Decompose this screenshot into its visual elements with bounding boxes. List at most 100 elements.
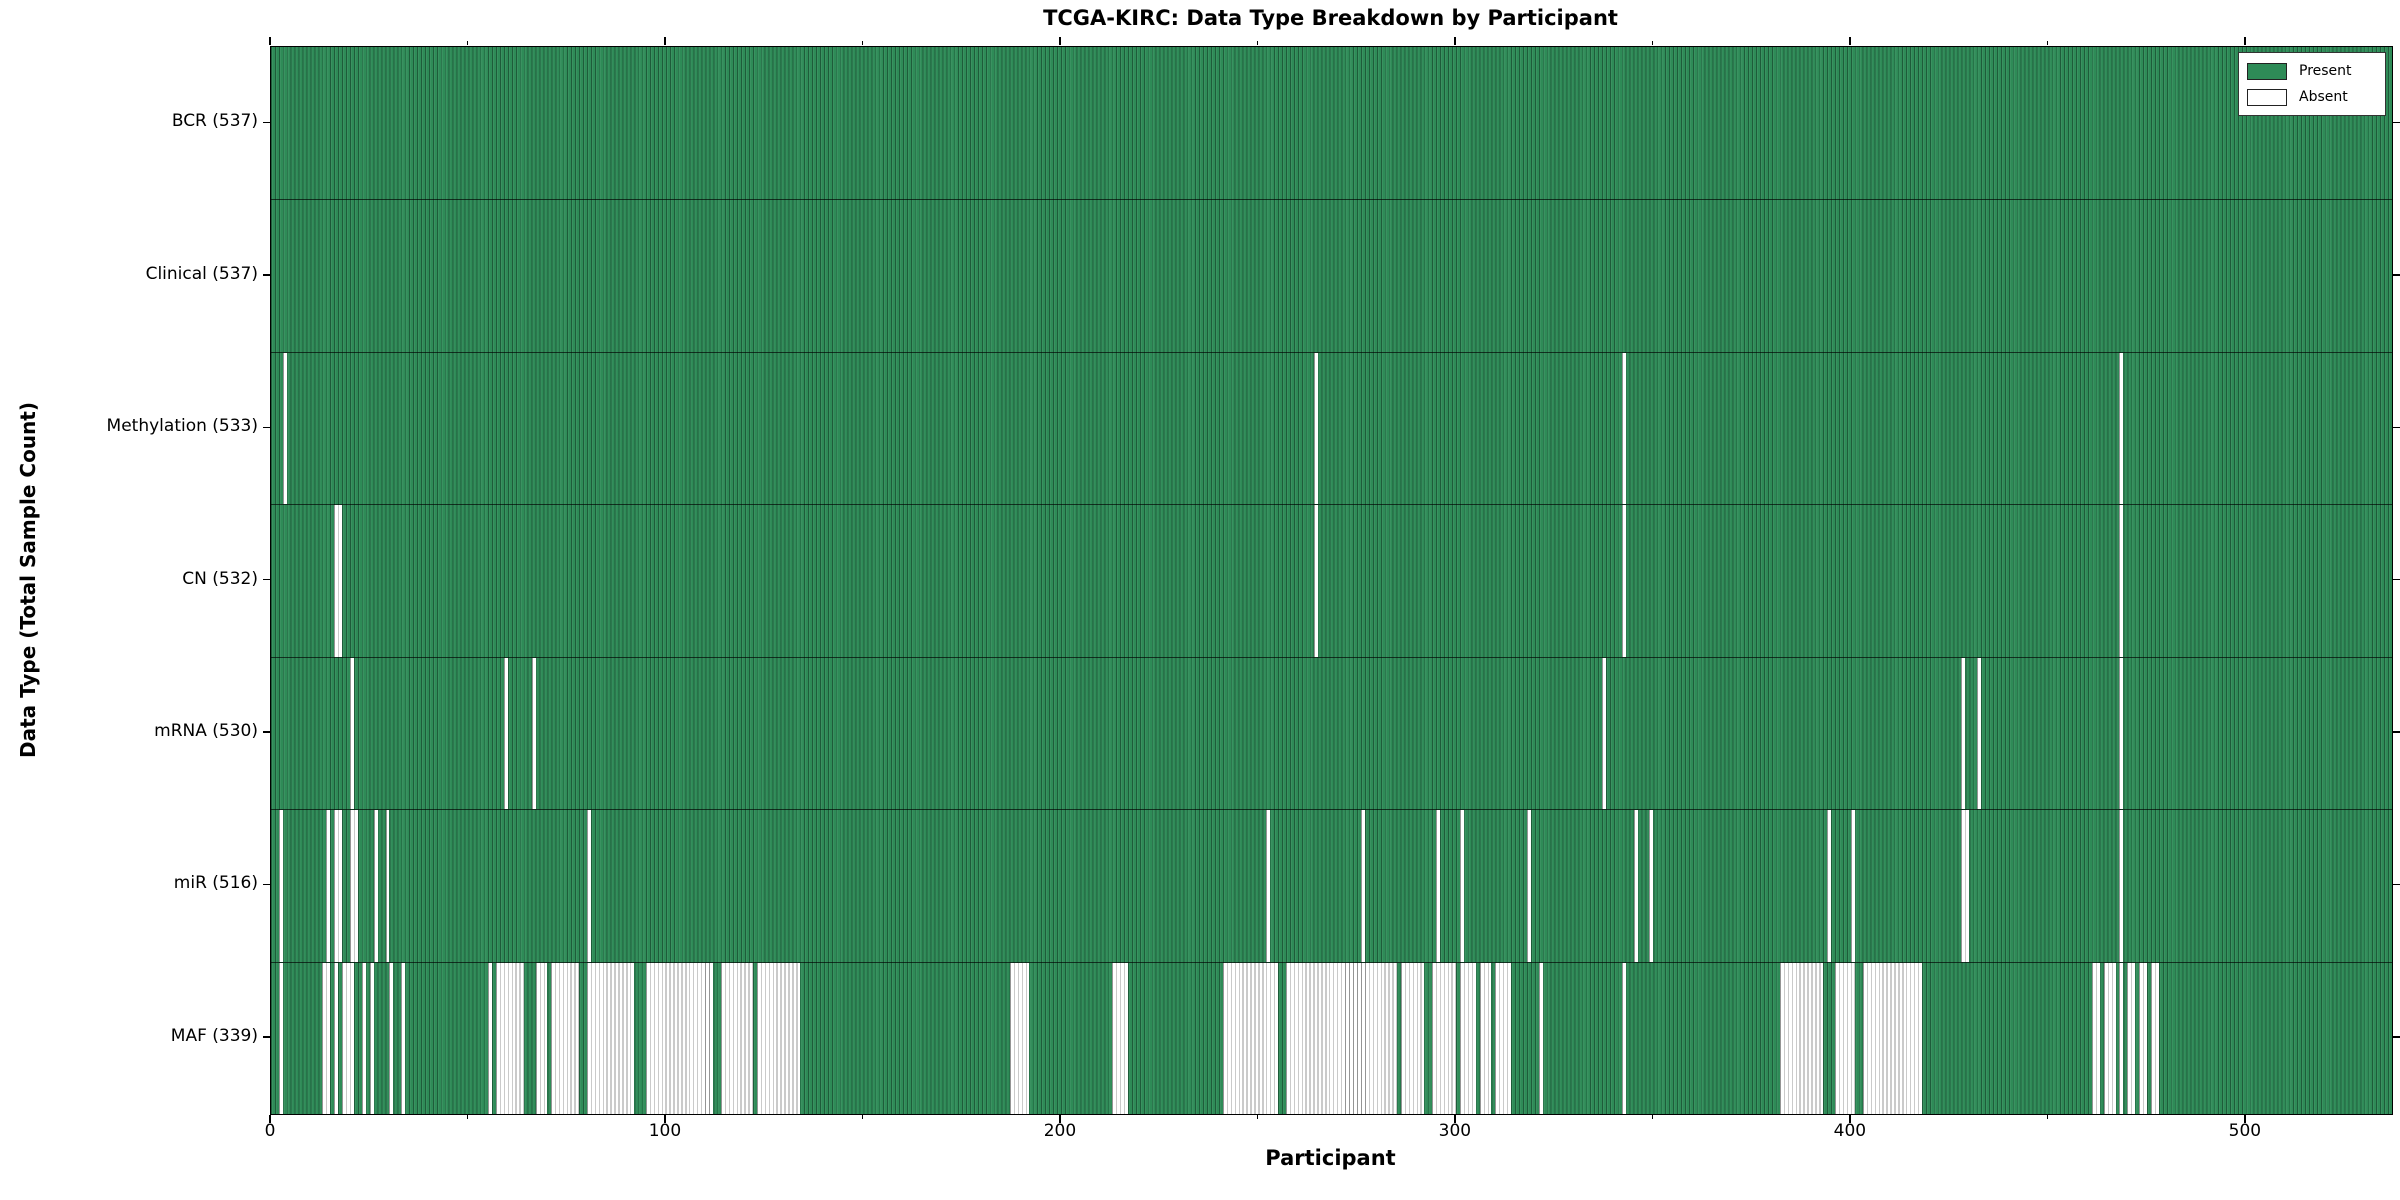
absent-segment	[349, 656, 354, 810]
absent-segment	[1621, 961, 1626, 1114]
absent-segment	[1850, 809, 1855, 962]
x-minor-tick-top	[1651, 40, 1653, 45]
y-tick-left	[263, 121, 270, 124]
absent-segment	[2139, 961, 2148, 1114]
absent-segment	[334, 961, 339, 1114]
absent-segment	[326, 809, 331, 962]
x-major-tick-top	[1059, 36, 1061, 45]
absent-segment	[551, 961, 580, 1114]
y-tick-left	[263, 426, 270, 428]
absent-segment	[1538, 961, 1543, 1114]
absent-segment	[531, 656, 536, 810]
absent-segment	[1633, 809, 1638, 962]
x-minor-tick-bottom	[1651, 1114, 1653, 1119]
absent-segment	[1649, 809, 1654, 962]
x-major-tick-top	[1849, 36, 1851, 45]
absent-segment	[1961, 809, 1970, 962]
absent-segment	[1527, 809, 1531, 962]
x-major-tick-bottom	[269, 1114, 271, 1123]
absent-segment	[1361, 809, 1366, 962]
absent-segment	[1827, 809, 1832, 962]
y-tick-left	[263, 274, 270, 276]
y-tick-label-mrna: mRNA (530)	[154, 720, 258, 741]
absent-segment	[2119, 504, 2124, 657]
absent-segment	[361, 961, 366, 1114]
absent-segment	[401, 961, 406, 1114]
row-band-maf	[271, 961, 2392, 1114]
y-tick-label-cn: CN (532)	[182, 568, 258, 589]
absent-segment	[2119, 656, 2124, 810]
absent-segment	[1222, 961, 1279, 1114]
y-tick-label-mir: miR (516)	[173, 873, 258, 894]
x-major-tick-bottom	[1849, 1114, 1851, 1123]
absent-segment	[334, 809, 343, 962]
absent-segment	[1436, 809, 1441, 962]
x-major-tick-top	[2244, 36, 2246, 45]
absent-segment	[369, 961, 374, 1114]
legend-label: Present	[2299, 63, 2352, 79]
absent-segment	[278, 961, 283, 1114]
y-tick-right	[2392, 731, 2400, 733]
y-tick-right	[2392, 274, 2400, 276]
y-tick-left	[263, 883, 270, 886]
x-major-tick-bottom	[1454, 1114, 1456, 1123]
absent-segment	[1313, 504, 1318, 657]
absent-segment	[1009, 961, 1030, 1114]
absent-segment	[389, 961, 394, 1114]
absent-segment	[373, 809, 378, 962]
absent-segment	[1266, 809, 1271, 962]
plot-area: Present Absent	[270, 46, 2393, 1115]
absent-segment	[1602, 656, 1606, 810]
x-major-tick-bottom	[1059, 1114, 1061, 1123]
absent-segment	[1977, 656, 1982, 810]
absent-segment	[2151, 961, 2159, 1114]
absent-segment	[1495, 961, 1512, 1114]
x-major-tick-top	[664, 36, 666, 45]
y-tick-left	[263, 731, 270, 733]
y-tick-right	[2392, 121, 2400, 124]
x-major-tick-bottom	[664, 1114, 666, 1123]
absent-segment	[504, 656, 508, 810]
row-band-methylation	[271, 351, 2392, 506]
x-minor-tick-bottom	[2046, 1114, 2048, 1119]
absent-segment	[2119, 809, 2124, 962]
absent-segment	[1835, 961, 1855, 1114]
absent-segment	[1961, 656, 1966, 810]
legend-item-present: Present	[2247, 58, 2377, 84]
absent-segment	[349, 809, 358, 962]
row-band-cn	[271, 504, 2392, 658]
absent-segment	[496, 961, 524, 1114]
absent-segment	[1112, 961, 1129, 1114]
absent-segment	[282, 351, 287, 505]
absent-segment	[646, 961, 714, 1114]
absent-segment	[2091, 961, 2100, 1114]
x-minor-tick-top	[466, 40, 469, 45]
absent-segment	[586, 961, 635, 1114]
y-tick-label-maf: MAF (339)	[170, 1025, 258, 1046]
x-major-tick-top	[269, 36, 271, 45]
x-tick-label-200: 200	[1043, 1121, 1077, 1141]
legend: Present Absent	[2238, 52, 2386, 116]
absent-segment	[1313, 351, 1318, 505]
x-tick-label-0: 0	[264, 1121, 276, 1141]
x-tick-label-100: 100	[648, 1121, 682, 1141]
y-tick-right	[2392, 426, 2400, 428]
y-tick-right	[2392, 883, 2400, 886]
absent-segment	[1459, 961, 1476, 1114]
absent-segment	[2127, 961, 2136, 1114]
legend-swatch-icon	[2247, 88, 2287, 106]
absent-segment	[721, 961, 753, 1114]
absent-segment	[1779, 961, 1824, 1114]
x-minor-tick-bottom	[861, 1114, 864, 1119]
x-axis-title: Participant	[1265, 1146, 1396, 1170]
absent-segment	[1621, 504, 1626, 657]
absent-segment	[278, 809, 283, 962]
x-minor-tick-top	[2046, 40, 2048, 45]
x-minor-tick-bottom	[466, 1114, 469, 1119]
x-tick-label-300: 300	[1438, 1121, 1472, 1141]
y-tick-right	[2392, 579, 2400, 581]
row-band-mir	[271, 809, 2392, 963]
row-band-clinical	[271, 199, 2392, 353]
legend-item-absent: Absent	[2247, 84, 2377, 110]
absent-segment	[2119, 961, 2124, 1114]
